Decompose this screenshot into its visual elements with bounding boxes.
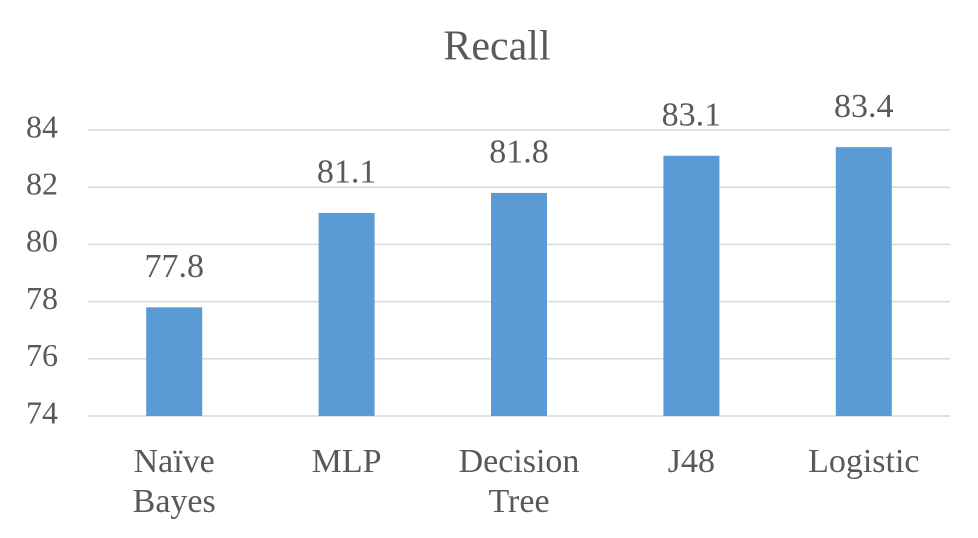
data-label: 77.8 (144, 248, 204, 285)
y-tick-label: 82 (26, 166, 58, 202)
x-tick-label: J48 (667, 443, 715, 480)
x-tick-label: Decision Tree (458, 443, 580, 520)
y-tick-label: 80 (26, 223, 58, 259)
y-tick-label: 74 (26, 394, 58, 430)
bar (491, 192, 547, 416)
x-tick-label: Naïve Bayes (132, 443, 216, 520)
data-label: 83.4 (834, 88, 894, 125)
chart-title: Recall (443, 24, 550, 70)
bar (318, 212, 375, 416)
y-tick-label: 76 (26, 337, 58, 373)
y-tick-label: 78 (26, 280, 58, 316)
y-tick-label: 84 (26, 108, 58, 144)
bar (835, 147, 892, 416)
x-tick-label: MLP (311, 443, 382, 480)
bar (146, 307, 203, 416)
data-label: 81.8 (489, 134, 549, 171)
data-label: 81.1 (317, 154, 377, 191)
x-tick-label: Logistic (808, 443, 920, 480)
bar (663, 155, 720, 417)
data-label: 83.1 (662, 97, 722, 134)
